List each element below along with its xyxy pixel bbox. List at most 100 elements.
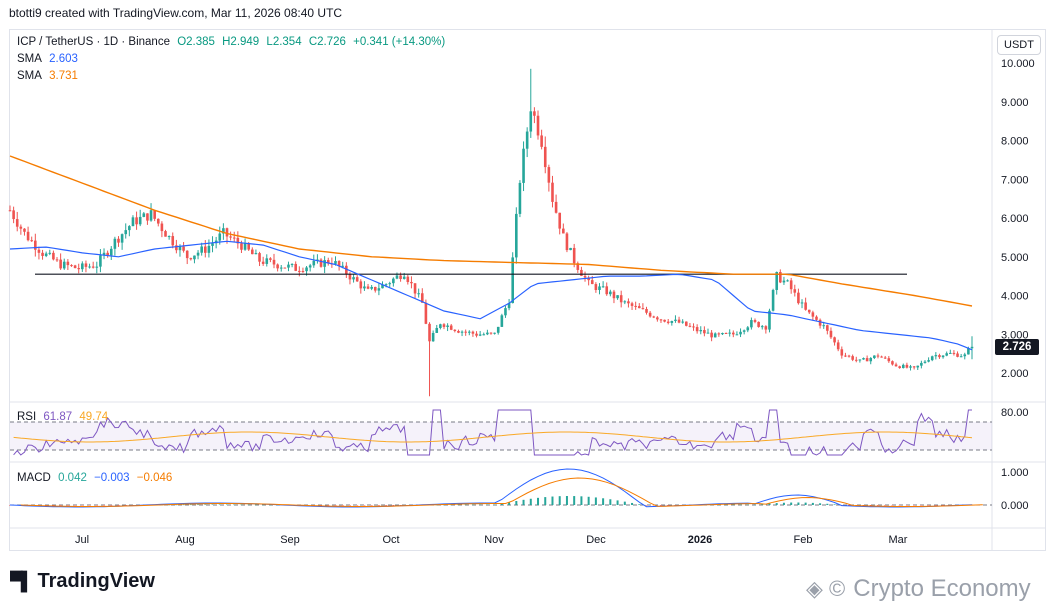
macd-histogram-bar xyxy=(558,496,561,505)
candle-body xyxy=(753,320,757,322)
candle-body xyxy=(576,263,580,270)
candle-body xyxy=(833,337,836,343)
macd-histogram-bar xyxy=(927,505,930,506)
macd-histogram-bar xyxy=(594,497,597,505)
macd-histogram-bar xyxy=(652,505,655,506)
macd-histogram-bar xyxy=(262,504,265,506)
candle-body xyxy=(811,312,815,317)
macd-histogram-bar xyxy=(819,503,822,505)
candle-body xyxy=(735,334,739,336)
candle-body xyxy=(175,245,178,251)
candle-body xyxy=(8,210,12,212)
macd-histogram-value: 0.042 xyxy=(58,472,87,484)
candle-body xyxy=(26,231,30,241)
candle-body xyxy=(554,201,558,213)
candle-body xyxy=(276,264,279,269)
candle-body xyxy=(674,319,677,322)
candle-body xyxy=(334,261,337,264)
macd-histogram-bar xyxy=(797,502,800,505)
candle-body xyxy=(869,358,873,362)
candle-body xyxy=(160,223,164,232)
candle-body xyxy=(901,364,905,369)
candle-body xyxy=(876,355,880,357)
macd-histogram-bar xyxy=(631,502,634,505)
candle-body xyxy=(775,272,779,290)
candle-body xyxy=(402,276,406,279)
candle-body xyxy=(793,289,797,293)
price-tick-label: 10.000 xyxy=(1001,58,1035,70)
macd-histogram-bar xyxy=(370,505,373,506)
candle-body xyxy=(684,321,688,326)
candle-body xyxy=(109,248,113,256)
macd-histogram-bar xyxy=(392,505,395,506)
candle-body xyxy=(862,358,865,360)
candle-body xyxy=(818,319,822,326)
sma-slow-line xyxy=(9,155,973,307)
price-tick-label: 8.000 xyxy=(1001,136,1029,148)
candle-body xyxy=(232,237,236,239)
candle-body xyxy=(894,364,898,367)
macd-histogram-bar xyxy=(197,504,200,506)
macd-histogram-bar xyxy=(515,501,518,505)
candle-body xyxy=(717,333,721,335)
macd-signal-value: −0.046 xyxy=(136,472,173,484)
candle-body xyxy=(822,325,826,327)
candle-body xyxy=(424,302,428,324)
candle-body xyxy=(580,269,583,276)
macd-histogram-bar xyxy=(341,505,344,506)
macd-histogram-bar xyxy=(204,504,207,506)
candle-body xyxy=(113,238,117,249)
candle-body xyxy=(938,355,941,358)
candle-body xyxy=(847,355,851,357)
candle-body xyxy=(482,334,486,336)
candle-body xyxy=(428,323,431,342)
candle-body xyxy=(637,306,641,309)
candle-body xyxy=(102,252,106,256)
chart-frame xyxy=(9,29,1046,551)
candle-body xyxy=(388,283,392,285)
macd-histogram-bar xyxy=(486,504,489,505)
sma-slow-legend: SMA 3.731 xyxy=(17,70,82,82)
candle-body xyxy=(699,330,703,332)
macd-histogram-bar xyxy=(457,504,460,506)
macd-histogram-bar xyxy=(269,504,272,506)
candle-body xyxy=(659,319,663,321)
candle-body xyxy=(392,278,395,284)
macd-histogram-bar xyxy=(775,503,778,505)
macd-histogram-bar xyxy=(551,496,554,505)
candle-body xyxy=(829,330,833,338)
price-tick-label: 5.000 xyxy=(1001,252,1029,264)
candle-body xyxy=(786,280,789,282)
candle-body xyxy=(91,266,95,268)
macd-histogram-bar xyxy=(52,505,55,506)
macd-histogram-bar xyxy=(848,505,851,506)
candle-body xyxy=(905,364,909,368)
macd-signal-line xyxy=(20,477,983,507)
candle-body xyxy=(826,325,829,331)
candle-body xyxy=(551,182,554,202)
rsi-ma-value: 49.74 xyxy=(79,411,109,423)
time-tick-label: Aug xyxy=(175,534,195,546)
macd-histogram-bar xyxy=(876,505,879,506)
candle-body xyxy=(62,261,66,269)
candle-body xyxy=(710,332,713,338)
macd-histogram-bar xyxy=(110,505,113,506)
candle-body xyxy=(732,332,735,335)
candle-body xyxy=(858,359,862,361)
candle-body xyxy=(489,332,493,334)
macd-histogram-bar xyxy=(471,504,474,506)
macd-histogram-bar xyxy=(645,505,648,506)
candle-body xyxy=(41,252,44,256)
candle-body xyxy=(200,246,203,253)
candle-body xyxy=(261,261,265,264)
currency-button[interactable]: USDT xyxy=(997,35,1041,55)
candle-body xyxy=(279,267,283,269)
macd-histogram-bar xyxy=(811,502,814,505)
candle-body xyxy=(601,286,605,288)
candle-body xyxy=(648,312,652,317)
candle-body xyxy=(185,250,189,259)
candle-body xyxy=(435,327,439,333)
candle-body xyxy=(265,258,269,264)
candle-body xyxy=(782,280,786,283)
